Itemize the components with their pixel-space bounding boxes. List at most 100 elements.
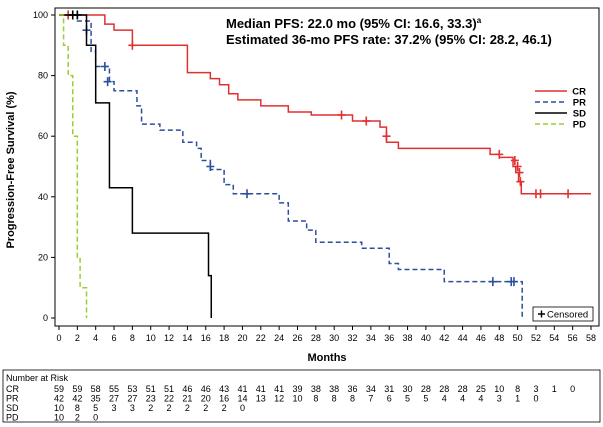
censor-mark-cr bbox=[337, 110, 346, 120]
y-tick-label: 60 bbox=[38, 131, 48, 141]
risk-cell: 2 bbox=[203, 403, 208, 413]
censored-legend-box bbox=[532, 306, 594, 322]
x-tick-label: 52 bbox=[531, 333, 541, 343]
risk-cell: 8 bbox=[75, 403, 80, 413]
risk-cell: 12 bbox=[274, 394, 284, 404]
x-tick-label: 48 bbox=[494, 333, 504, 343]
risk-cell: 10 bbox=[54, 413, 64, 423]
y-tick-label: 0 bbox=[43, 313, 48, 323]
y-axis-title: Progression-Free Survival (%) bbox=[5, 91, 17, 248]
risk-cell: 2 bbox=[75, 413, 80, 423]
x-tick-label: 14 bbox=[182, 333, 192, 343]
risk-cell: 2 bbox=[167, 403, 172, 413]
series-line-sd bbox=[59, 14, 213, 318]
x-tick-label: 32 bbox=[348, 333, 358, 343]
risk-cell: 22 bbox=[164, 394, 174, 404]
risk-cell: 8 bbox=[515, 384, 520, 394]
risk-cell: 59 bbox=[72, 384, 82, 394]
x-tick-label: 34 bbox=[366, 333, 376, 343]
censor-mark-cr bbox=[362, 116, 371, 126]
risk-cell: 5 bbox=[423, 394, 428, 404]
x-tick-label: 46 bbox=[476, 333, 486, 343]
censor-mark-pr bbox=[103, 77, 112, 87]
annotation-superscript: a bbox=[477, 16, 482, 25]
y-tick-label: 40 bbox=[38, 192, 48, 202]
censored-plus-icon bbox=[538, 310, 545, 318]
censor-mark-pr bbox=[488, 277, 497, 287]
x-tick-label: 18 bbox=[219, 333, 229, 343]
censor-mark-cr bbox=[510, 155, 519, 165]
risk-cell: 7 bbox=[368, 394, 373, 404]
risk-cell: 10 bbox=[494, 384, 504, 394]
y-tick-label: 80 bbox=[38, 71, 48, 81]
risk-cell: 1 bbox=[515, 394, 520, 404]
risk-cell: 0 bbox=[240, 403, 245, 413]
series-line-pr bbox=[59, 14, 523, 318]
risk-cell: 35 bbox=[91, 394, 101, 404]
censor-mark-pr bbox=[509, 277, 518, 287]
risk-cell: 16 bbox=[219, 394, 229, 404]
plot-frame bbox=[54, 7, 600, 327]
censor-mark-cr bbox=[516, 177, 525, 187]
censor-mark-cr bbox=[513, 162, 522, 171]
x-tick-label: 50 bbox=[513, 333, 523, 343]
risk-cell: 5 bbox=[405, 394, 410, 404]
risk-cell: 58 bbox=[91, 384, 101, 394]
risk-cell: 27 bbox=[127, 394, 137, 404]
x-tick-label: 58 bbox=[586, 333, 596, 343]
risk-cell: 8 bbox=[332, 394, 337, 404]
risk-cell: 4 bbox=[478, 394, 483, 404]
risk-table-title: Number at Risk bbox=[6, 373, 69, 383]
x-tick-label: 28 bbox=[311, 333, 321, 343]
x-tick-label: 20 bbox=[237, 333, 247, 343]
legend-label-sd: SD bbox=[573, 109, 586, 120]
risk-cell: 8 bbox=[350, 394, 355, 404]
x-tick-label: 44 bbox=[458, 333, 468, 343]
risk-cell: 51 bbox=[146, 384, 156, 394]
x-tick-label: 22 bbox=[256, 333, 266, 343]
risk-cell: 0 bbox=[533, 394, 538, 404]
risk-cell: 34 bbox=[366, 384, 376, 394]
censored-legend-label: Censored bbox=[547, 310, 588, 321]
x-axis: 0 2 4 6 8 10 12 14 16 18 20 22 24 26 28 30 32 34 36 38 40 42 4… bbox=[56, 326, 596, 343]
risk-row-label: CR bbox=[6, 384, 19, 394]
x-tick-label: 0 bbox=[56, 333, 61, 343]
risk-cell: 21 bbox=[182, 394, 192, 404]
risk-cell: 38 bbox=[311, 384, 321, 394]
censor-mark-pr bbox=[243, 189, 252, 199]
x-tick-label: 54 bbox=[549, 333, 559, 343]
risk-cell: 28 bbox=[421, 384, 431, 394]
risk-cell: 0 bbox=[570, 384, 575, 394]
x-tick-label: 12 bbox=[164, 333, 174, 343]
risk-cell: 20 bbox=[201, 394, 211, 404]
risk-cell: 46 bbox=[182, 384, 192, 394]
censor-mark-cr bbox=[495, 149, 504, 159]
annotation-36mo-rate: Estimated 36-mo PFS rate: 37.2% (95% CI:… bbox=[226, 32, 552, 47]
x-tick-label: 56 bbox=[568, 333, 578, 343]
risk-cell: 41 bbox=[274, 384, 284, 394]
risk-cell: 2 bbox=[148, 403, 153, 413]
risk-cell: 53 bbox=[127, 384, 137, 394]
risk-cell: 41 bbox=[256, 384, 266, 394]
censor-mark-cr bbox=[128, 40, 137, 50]
legend-label-pd: PD bbox=[573, 120, 586, 131]
risk-cell: 0 bbox=[93, 413, 98, 423]
censor-mark-cr bbox=[382, 131, 391, 141]
risk-cell: 10 bbox=[54, 403, 64, 413]
risk-cell: 36 bbox=[348, 384, 358, 394]
y-tick-label: 100 bbox=[33, 10, 48, 20]
x-tick-label: 38 bbox=[403, 333, 413, 343]
x-tick-label: 40 bbox=[421, 333, 431, 343]
risk-table-rows: CR 59 59 58 55 53 51 51 46 46 43 41 41 41 39 38 38 36 34 31… bbox=[6, 384, 575, 423]
risk-cell: 10 bbox=[292, 394, 302, 404]
risk-cell: 28 bbox=[458, 384, 468, 394]
legend-label-cr: CR bbox=[572, 87, 586, 98]
risk-cell: 2 bbox=[222, 403, 227, 413]
y-axis: 0 20 40 60 80 100 bbox=[33, 10, 55, 323]
x-tick-label: 16 bbox=[201, 333, 211, 343]
y-tick-label: 20 bbox=[38, 252, 48, 262]
annotation-median-pfs: Median PFS: 22.0 mo (95% CI: 16.6, 33.3)… bbox=[226, 16, 482, 31]
risk-row-label: SD bbox=[6, 403, 19, 413]
